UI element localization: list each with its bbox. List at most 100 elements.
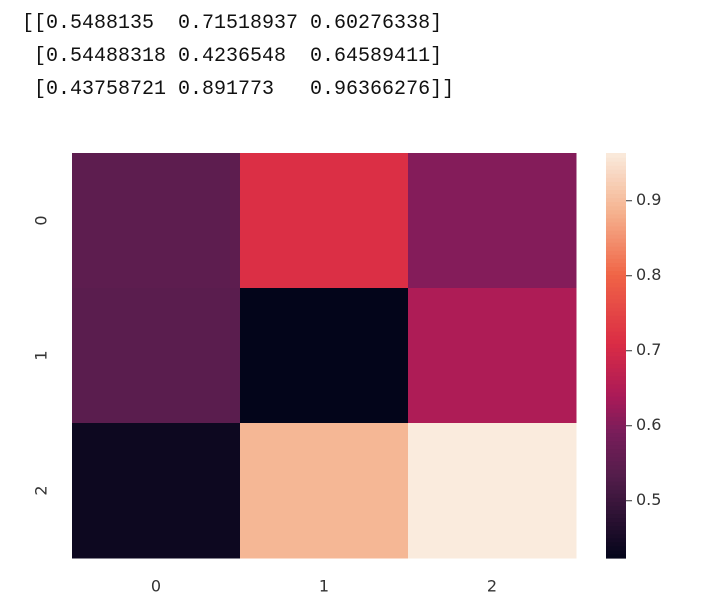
- colorbar-segment: [606, 371, 626, 377]
- colorbar-segment: [606, 432, 626, 438]
- colorbar-segment: [606, 408, 626, 413]
- colorbar-segment: [606, 497, 626, 502]
- heatmap-cell: [240, 288, 409, 424]
- array-line: [0.43758721 0.891773 0.96366276]]: [22, 78, 455, 101]
- colorbar-tick-label: 0.8: [636, 265, 661, 284]
- colorbar-segment: [606, 416, 626, 421]
- colorbar-segment: [606, 424, 626, 429]
- colorbar-segment: [606, 477, 626, 482]
- colorbar-segment: [606, 456, 626, 462]
- colorbar-segment: [606, 153, 626, 158]
- colorbar-segment: [606, 537, 626, 543]
- colorbar-segment: [606, 165, 626, 170]
- colorbar-segment: [606, 481, 626, 486]
- colorbar-segment: [606, 452, 626, 458]
- colorbar-segment: [606, 553, 626, 559]
- colorbar-segment: [606, 319, 626, 324]
- colorbar-segment: [606, 234, 626, 239]
- heatmap-cell: [240, 423, 409, 559]
- colorbar-segment: [606, 420, 626, 425]
- colorbar-segment: [606, 549, 626, 555]
- colorbar-segment: [606, 513, 626, 519]
- colorbar-segment: [606, 363, 626, 369]
- colorbar-segment: [606, 387, 626, 393]
- y-tick-label: 0: [32, 215, 51, 225]
- colorbar-segment: [606, 379, 626, 385]
- colorbar-segment: [606, 521, 626, 527]
- colorbar-segment: [606, 460, 626, 466]
- heatmap-cell: [72, 153, 241, 289]
- colorbar-segment: [606, 201, 626, 207]
- colorbar-segment: [606, 375, 626, 381]
- colorbar-segment: [606, 310, 626, 316]
- colorbar-segment: [606, 517, 626, 523]
- colorbar-segment: [606, 213, 626, 219]
- colorbar-segment: [606, 339, 626, 344]
- colorbar-segment: [606, 472, 626, 478]
- colorbar-tick-label: 0.9: [636, 190, 661, 209]
- colorbar-segment: [606, 359, 626, 365]
- colorbar-segment: [606, 327, 626, 332]
- colorbar-segment: [606, 278, 626, 284]
- x-tick-label: 0: [151, 577, 161, 596]
- colorbar-segment: [606, 193, 626, 199]
- x-tick-label: 2: [487, 577, 497, 596]
- heatmap-cell: [240, 153, 409, 289]
- colorbar-segment: [606, 493, 626, 498]
- colorbar-segment: [606, 294, 626, 300]
- colorbar-segment: [606, 464, 626, 470]
- colorbar-segment: [606, 266, 626, 272]
- heatmap-cell: [72, 423, 241, 559]
- colorbar-segment: [606, 351, 626, 357]
- colorbar-segment: [606, 169, 626, 174]
- colorbar-segment: [606, 367, 626, 373]
- colorbar-segment: [606, 545, 626, 551]
- colorbar-segment: [606, 229, 626, 235]
- colorbar-segment: [606, 254, 626, 259]
- colorbar-segment: [606, 225, 626, 231]
- colorbar-segment: [606, 391, 626, 397]
- y-tick-label: 1: [32, 350, 51, 360]
- colorbar-segment: [606, 323, 626, 328]
- colorbar-segment: [606, 205, 626, 211]
- colorbar-segment: [606, 262, 626, 267]
- colorbar-segment: [606, 209, 626, 215]
- colorbar-segment: [606, 525, 626, 531]
- y-tick-label: 2: [32, 485, 51, 495]
- colorbar-segment: [606, 242, 626, 247]
- colorbar-segment: [606, 221, 626, 227]
- colorbar-segment: [606, 505, 626, 510]
- colorbar-segment: [606, 270, 626, 276]
- heatmap-cell: [408, 153, 577, 289]
- colorbar-segment: [606, 343, 626, 348]
- array-line: [0.54488318 0.4236548 0.64589411]: [22, 45, 443, 68]
- colorbar-segment: [606, 258, 626, 263]
- array-line: [[0.5488135 0.71518937 0.60276338]: [22, 12, 443, 35]
- colorbar-segment: [606, 315, 626, 320]
- colorbar-segment: [606, 302, 626, 308]
- colorbar-segment: [606, 173, 626, 178]
- colorbar-segment: [606, 298, 626, 304]
- colorbar-segment: [606, 404, 626, 409]
- x-tick-label: 1: [319, 577, 329, 596]
- colorbar-segment: [606, 217, 626, 223]
- colorbar-segment: [606, 400, 626, 405]
- colorbar-segment: [606, 185, 626, 191]
- colorbar-segment: [606, 533, 626, 539]
- colorbar-segment: [606, 246, 626, 251]
- colorbar-tick-label: 0.6: [636, 415, 661, 434]
- colorbar-segment: [606, 238, 626, 243]
- colorbar-segment: [606, 501, 626, 506]
- heatmap-cell: [72, 288, 241, 424]
- colorbar-segment: [606, 412, 626, 417]
- colorbar-segment: [606, 286, 626, 292]
- colorbar-segment: [606, 383, 626, 389]
- colorbar-segment: [606, 485, 626, 490]
- colorbar-segment: [606, 448, 626, 454]
- colorbar-segment: [606, 290, 626, 296]
- colorbar-segment: [606, 444, 626, 450]
- colorbar-segment: [606, 396, 626, 401]
- colorbar-segment: [606, 355, 626, 361]
